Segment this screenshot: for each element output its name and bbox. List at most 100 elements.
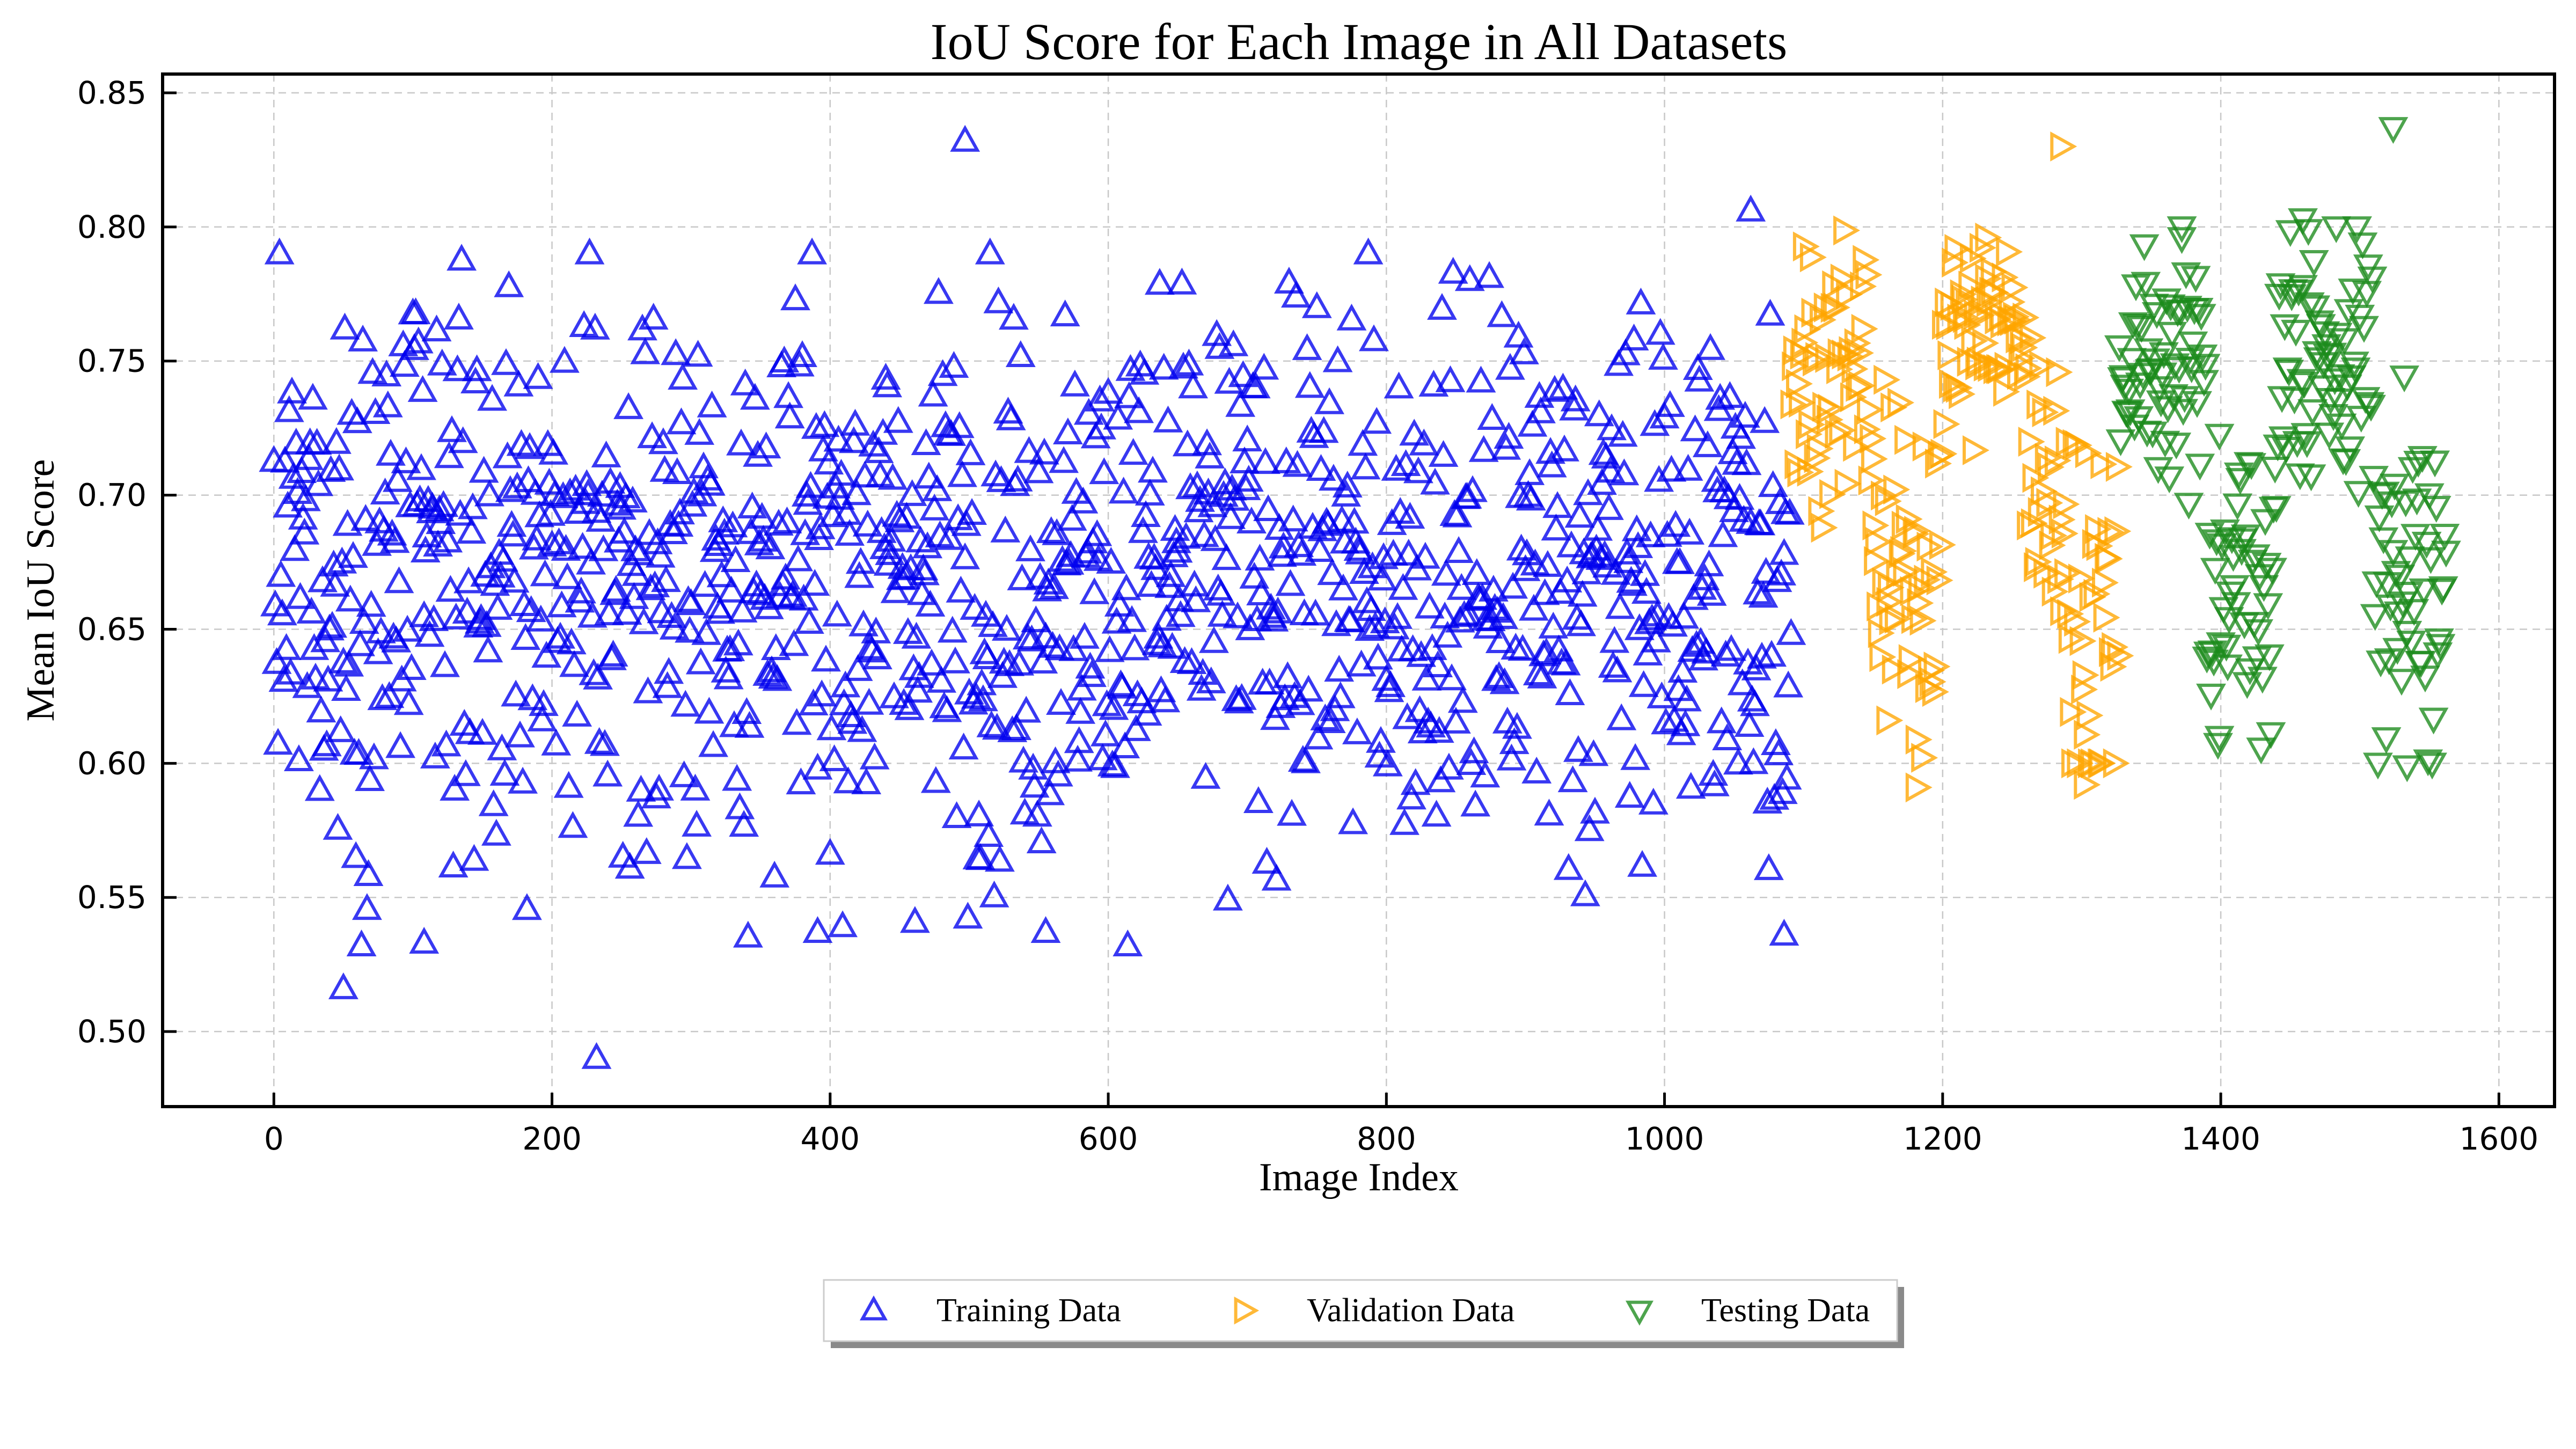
validation-point — [1834, 469, 1862, 499]
training-point — [303, 469, 334, 496]
training-point — [267, 598, 297, 626]
training-point — [1694, 549, 1724, 576]
testing-point — [2396, 631, 2427, 658]
training-point — [1674, 517, 1705, 545]
training-point — [414, 620, 445, 647]
training-point — [840, 408, 870, 436]
validation-point — [1822, 270, 1849, 301]
training-point — [1502, 712, 1532, 739]
testing-point — [2271, 437, 2301, 464]
training-point — [1250, 447, 1280, 474]
training-point — [848, 609, 879, 636]
validation-point — [1874, 364, 1901, 395]
testing-point — [2417, 752, 2447, 780]
testing-point — [2246, 737, 2277, 765]
training-point — [263, 728, 294, 755]
training-point — [1447, 686, 1478, 713]
training-point — [1760, 728, 1791, 755]
training-point — [324, 453, 355, 481]
validation-point — [1862, 510, 1890, 541]
testing-point — [2375, 594, 2406, 621]
x-axis-label: Image Index — [1259, 1155, 1459, 1199]
validation-point — [2089, 748, 2116, 779]
training-point — [1230, 447, 1260, 473]
training-point — [1317, 558, 1348, 586]
testing-point — [2167, 216, 2197, 244]
training-point — [787, 340, 817, 367]
training-point — [423, 530, 453, 557]
training-point — [654, 657, 684, 684]
training-point — [1675, 772, 1706, 799]
training-point — [1282, 450, 1313, 477]
training-point — [1005, 340, 1036, 367]
training-point — [1769, 919, 1799, 946]
validation-point — [1882, 654, 1909, 685]
training-point — [1574, 814, 1605, 841]
training-point — [1599, 626, 1630, 653]
training-point — [1124, 396, 1154, 423]
validation-point — [1782, 351, 1809, 382]
training-point — [997, 715, 1028, 742]
training-point — [1468, 435, 1499, 462]
testing-point — [2251, 553, 2282, 580]
training-point — [1698, 759, 1729, 786]
validation-point — [2007, 360, 2034, 390]
training-point — [1705, 383, 1736, 410]
training-point — [438, 851, 469, 877]
validation-point — [2025, 547, 2052, 577]
testing-point — [2129, 234, 2160, 261]
training-point — [576, 547, 606, 575]
training-point — [471, 610, 502, 637]
training-point — [1593, 493, 1624, 520]
training-point — [392, 614, 423, 642]
training-point — [494, 270, 524, 297]
training-point — [1736, 194, 1766, 222]
training-point — [691, 618, 722, 645]
training-point — [384, 566, 414, 594]
training-point — [847, 715, 877, 742]
testing-point — [2359, 466, 2389, 493]
testing-point — [2146, 390, 2176, 418]
training-point — [1065, 697, 1096, 724]
training-point — [617, 485, 648, 513]
training-point — [1332, 471, 1363, 497]
training-point — [760, 633, 791, 660]
training-point — [410, 536, 441, 562]
training-point — [560, 473, 591, 501]
training-point — [1510, 554, 1541, 581]
training-point — [556, 627, 587, 655]
training-point — [473, 635, 503, 663]
testing-point — [2211, 634, 2242, 662]
training-point — [1393, 538, 1424, 566]
training-point — [1529, 578, 1560, 605]
testing-point — [2186, 304, 2216, 331]
training-point — [488, 545, 518, 572]
validation-point — [2107, 640, 2134, 671]
validation-point — [1972, 328, 2000, 358]
testing-point — [2299, 250, 2329, 277]
training-point — [1349, 557, 1379, 584]
legend-label-training: Training Data — [936, 1292, 1121, 1329]
training-point — [826, 459, 857, 486]
training-point — [883, 406, 913, 433]
training-point — [1645, 318, 1675, 345]
training-point — [320, 569, 350, 597]
training-point — [1767, 777, 1798, 804]
validation-point — [1894, 425, 1922, 455]
training-point — [421, 314, 452, 342]
training-point — [944, 411, 975, 438]
training-point — [1485, 626, 1516, 653]
training-point — [684, 418, 715, 445]
training-point — [1026, 826, 1057, 853]
testing-point — [2409, 578, 2439, 605]
training-point — [426, 507, 456, 535]
testing-point — [2346, 406, 2376, 433]
training-point — [948, 733, 979, 760]
validation-point — [2103, 748, 2130, 779]
training-point — [1411, 663, 1442, 691]
validation-point — [1937, 340, 1965, 370]
training-point — [1113, 930, 1143, 956]
validation-point — [2026, 389, 2054, 420]
training-point — [802, 916, 833, 943]
training-point — [1033, 567, 1064, 595]
